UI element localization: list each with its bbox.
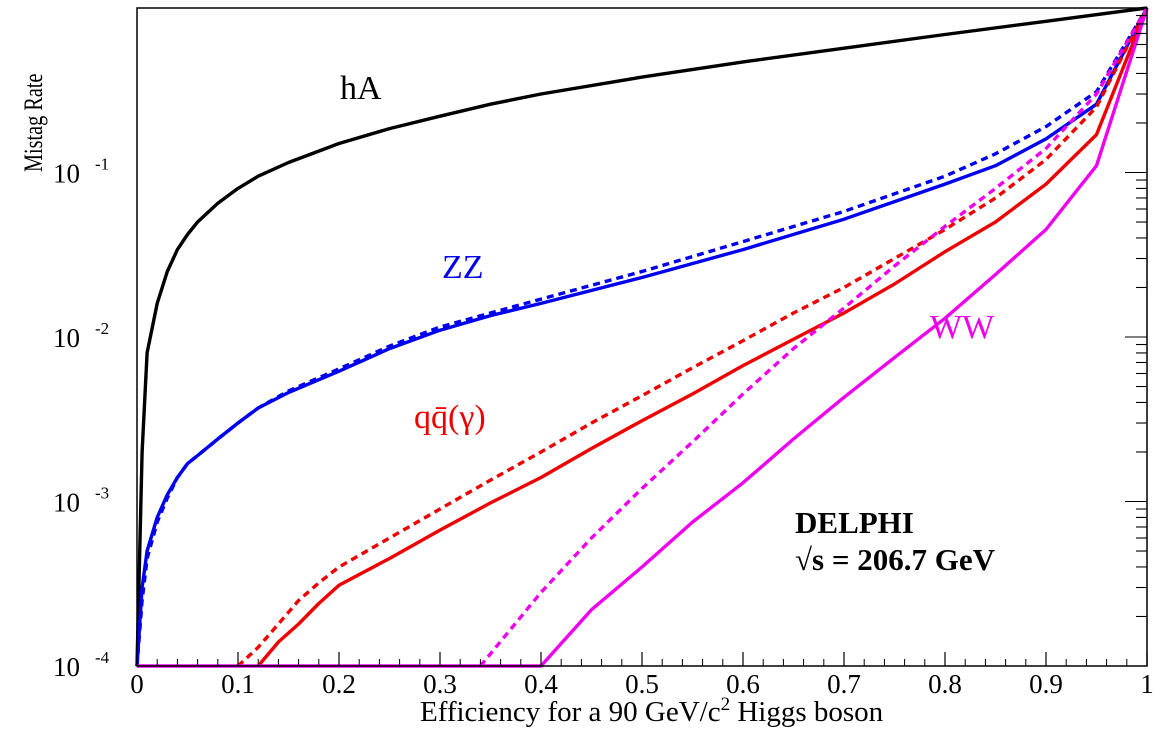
series-label-ZZ: ZZ bbox=[442, 249, 484, 286]
x-tick-label: 1 bbox=[1140, 669, 1154, 699]
series-line-WW-solid bbox=[137, 7, 1149, 668]
x-tick-label: 0.7 bbox=[827, 669, 861, 699]
series-label-hA: hA bbox=[340, 70, 382, 107]
y-tick-exponent: -4 bbox=[95, 648, 110, 667]
x-tick-label: 0.3 bbox=[423, 669, 457, 699]
y-tick-exponent: -3 bbox=[95, 484, 109, 503]
y-tick-base: 10 bbox=[53, 323, 80, 353]
series-line-hA bbox=[135, 6, 1148, 667]
series-line-WW-dashed bbox=[479, 7, 1149, 668]
x-tick-label: 0 bbox=[130, 669, 144, 699]
series-label-WW: WW bbox=[930, 309, 995, 346]
ticks-layer: 0 0.1 0.2 0.3 0.4 0.5 0.6 0.7 0.8 0.9 110 -410 -310-… bbox=[53, 14, 1154, 699]
series-label-qq: qq̄(γ) bbox=[414, 399, 486, 436]
y-tick-base: 10 bbox=[53, 488, 80, 518]
x-tick-label: 0.8 bbox=[928, 669, 962, 699]
x-tick-label: 0.4 bbox=[524, 669, 558, 699]
experiment-label: DELPHI bbox=[795, 505, 914, 540]
y-axis-label: Mistag Rate bbox=[20, 74, 49, 172]
x-tick-label: 0.9 bbox=[1029, 669, 1063, 699]
x-tick-label: 0.6 bbox=[726, 669, 760, 699]
x-tick-label: 0.1 bbox=[221, 669, 255, 699]
x-tick-label: 0.2 bbox=[322, 669, 356, 699]
series-line-qq-solid bbox=[256, 7, 1149, 668]
energy-label: √s = 206.7 GeV bbox=[795, 542, 996, 577]
series-line-qq-dashed bbox=[236, 7, 1149, 668]
x-tick-label: 0.5 bbox=[625, 669, 659, 699]
y-tick-base: 10 bbox=[53, 652, 80, 682]
y-tick-exponent: -1 bbox=[95, 155, 109, 174]
series-layer bbox=[135, 6, 1149, 668]
y-tick-exponent: -2 bbox=[95, 319, 109, 338]
x-axis-label: Efficiency for a 90 GeV/c2 Higgs boson bbox=[420, 694, 884, 728]
y-tick-base: 10 bbox=[53, 159, 80, 189]
series-line-ZZ-dashed bbox=[135, 7, 1149, 667]
